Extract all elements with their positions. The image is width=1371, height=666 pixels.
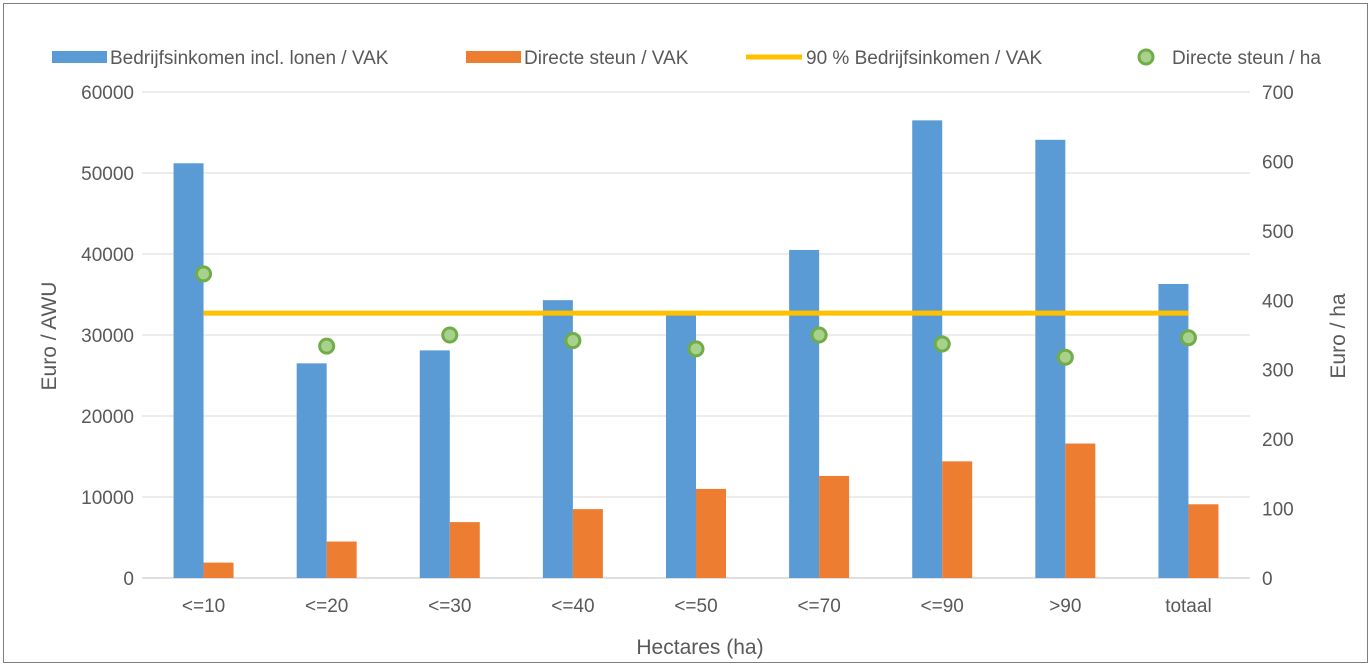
x-tick-label: <=20 (305, 596, 348, 617)
y-tick-label-left: 60000 (81, 83, 134, 104)
x-axis-ticks: <=10 <=20 <=30 <=40 <=50 <=70 <=90 >90 totaal (182, 596, 1212, 617)
legend-swatch (466, 51, 521, 63)
bar-directe-steun-vak (326, 541, 357, 578)
y-tick-label-right: 500 (1262, 222, 1294, 243)
point-directe-steun-ha (441, 326, 459, 344)
bar-directe-steun-vak (819, 475, 850, 578)
point-directe-steun-ha (1179, 329, 1197, 347)
x-tick-label: <=40 (551, 596, 594, 617)
y-tick-label-right: 100 (1262, 500, 1294, 521)
point-directe-steun-ha (195, 265, 213, 283)
y-tick-label-right: 0 (1262, 569, 1273, 590)
bar-bedrijfsinkomen (666, 311, 696, 578)
bar-directe-steun-vak (1065, 443, 1096, 578)
bar-bedrijfsinkomen (1158, 283, 1189, 578)
bar-directe-steun-vak (696, 488, 726, 578)
x-tick-label: <=90 (921, 596, 964, 617)
legend-label: 90 % Bedrijfsinkomen / VAK (806, 48, 1043, 69)
y-tick-label-left: 30000 (81, 326, 134, 347)
y-tick-label-left: 0 (123, 569, 134, 590)
bar-directe-steun-vak (449, 522, 480, 578)
x-tick-label: <=30 (428, 596, 471, 617)
y-tick-label-right: 400 (1262, 291, 1294, 312)
y-tick-label-right: 200 (1262, 430, 1294, 451)
x-tick-label: <=70 (797, 596, 840, 617)
legend-label: Directe steun / ha (1172, 48, 1321, 69)
y-tick-label-left: 40000 (81, 245, 134, 266)
scatter-points (195, 265, 1197, 366)
y-tick-label-left: 10000 (81, 488, 134, 509)
y-axis-left-title: Euro / AWU (38, 282, 61, 391)
point-directe-steun-ha (810, 326, 828, 344)
x-tick-label: <=10 (182, 596, 225, 617)
legend-label: Directe steun / VAK (524, 48, 689, 69)
legend: Bedrijfsinkomen incl. lonen / VAK Directe… (52, 48, 1321, 69)
bar-directe-steun-vak (1188, 504, 1219, 578)
point-directe-steun-ha (318, 337, 336, 355)
bar-directe-steun-vak (942, 461, 973, 578)
y-tick-label-right: 700 (1262, 83, 1294, 104)
y-tick-label-left: 50000 (81, 164, 134, 185)
legend-swatch (1137, 48, 1155, 66)
y-tick-label-right: 600 (1262, 152, 1294, 173)
legend-label: Bedrijfsinkomen incl. lonen / VAK (110, 48, 389, 69)
point-directe-steun-ha (564, 332, 582, 350)
bar-bedrijfsinkomen (419, 350, 450, 578)
y-tick-label-right: 300 (1262, 361, 1294, 382)
x-tick-label: >90 (1049, 596, 1081, 617)
bars (173, 120, 1219, 579)
bar-bedrijfsinkomen (789, 249, 820, 578)
point-directe-steun-ha (687, 340, 705, 358)
bar-bedrijfsinkomen (296, 363, 327, 578)
legend-swatch (52, 51, 107, 63)
bar-directe-steun-vak (203, 562, 234, 578)
point-directe-steun-ha (933, 335, 951, 353)
y-axis-right-ticks: 0 100 200 300 400 500 600 700 (1262, 83, 1294, 590)
y-tick-label-left: 20000 (81, 407, 134, 428)
bar-directe-steun-vak (572, 509, 603, 578)
bar-bedrijfsinkomen (173, 163, 204, 578)
y-axis-left-ticks: 0 10000 20000 30000 40000 50000 60000 (81, 83, 134, 590)
y-axis-right-title: Euro / ha (1327, 293, 1350, 379)
x-tick-label: totaal (1165, 596, 1211, 617)
x-tick-label: <=50 (674, 596, 717, 617)
x-axis-title: Hectares (ha) (636, 636, 763, 659)
point-directe-steun-ha (1056, 348, 1074, 366)
